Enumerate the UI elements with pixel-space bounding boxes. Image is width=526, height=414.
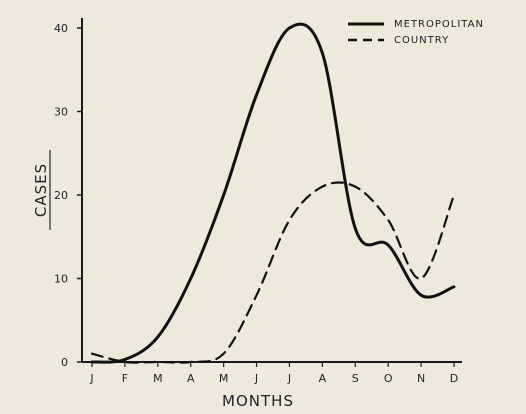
y-tick-label: 10: [54, 273, 68, 286]
series-line-metropolitan: [90, 22, 456, 364]
legend: METROPOLITAN COUNTRY: [348, 19, 484, 46]
series-line-country: [90, 181, 456, 364]
x-tick-label: D: [450, 372, 458, 385]
x-tick-label: A: [319, 372, 327, 385]
x-tick-label: S: [352, 372, 359, 385]
x-tick-label: J: [89, 372, 93, 385]
y-tick-label: 40: [54, 22, 68, 35]
x-axis-title: MONTHS: [222, 392, 294, 410]
y-axis-title: CASES: [32, 163, 50, 217]
x-tick-label: F: [122, 372, 128, 385]
x-tick-label: A: [187, 372, 195, 385]
x-tick-label: J: [287, 372, 291, 385]
y-tick-label: 30: [54, 106, 68, 119]
x-tick-label: M: [153, 372, 163, 385]
x-tick-label: O: [384, 372, 393, 385]
axes: [81, 18, 462, 363]
y-tick-labels: 0 10 20 30 40: [54, 22, 82, 369]
x-tick-label: J: [254, 372, 258, 385]
x-tick-label: M: [219, 372, 229, 385]
y-tick-label: 20: [54, 189, 68, 202]
legend-label-country: COUNTRY: [394, 35, 449, 46]
x-tick-label: N: [417, 372, 425, 385]
series-layer: [90, 22, 456, 364]
legend-label-metropolitan: METROPOLITAN: [394, 19, 484, 30]
y-tick-label: 0: [61, 356, 68, 369]
